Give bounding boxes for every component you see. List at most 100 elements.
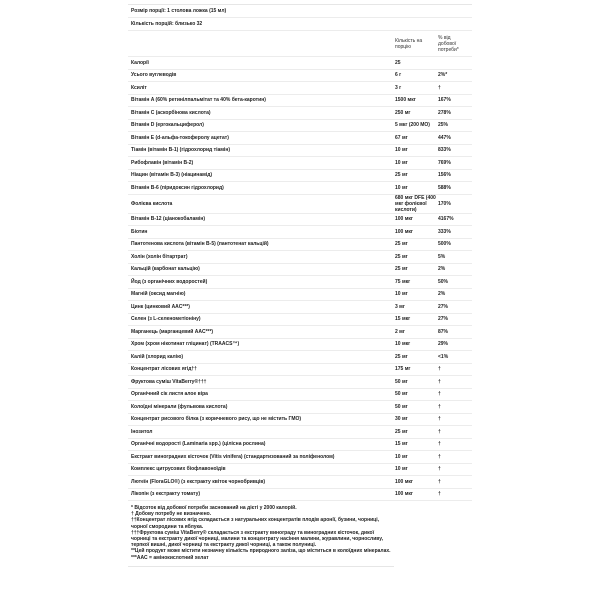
nutrient-name: Вітамін C (аскорбінова кислота) xyxy=(131,109,211,116)
amount-per-serving: 1500 мкг xyxy=(395,97,416,104)
amount-per-serving: 10 мг xyxy=(395,291,408,298)
daily-value: † xyxy=(438,428,441,435)
daily-value: 87% xyxy=(438,328,449,335)
nutrient-name: Лікопін (з екстракту томату) xyxy=(131,491,201,498)
table-row: Вітамін C (аскорбінова кислота) 250 мг 278… xyxy=(128,107,472,120)
table-row: Фолієва кислота 680 мкг DFE (400 мкг фолі… xyxy=(128,195,472,214)
nutrient-name: Вітамін B-12 (ціанокобаламін) xyxy=(131,216,206,223)
amount-per-serving: 100 мкг xyxy=(395,228,414,235)
amount-per-serving: 5 мкг (200 МО) xyxy=(395,122,430,129)
table-row: Марганець (марганцевий AAC***) 2 мг 87% xyxy=(128,326,472,339)
table-row: Рибофлавін (вітамін B-2) 10 мг 769% xyxy=(128,157,472,170)
daily-value: † xyxy=(438,478,441,485)
daily-value: 25% xyxy=(438,122,449,129)
daily-value: † xyxy=(438,466,441,473)
nutrient-name: Усього вуглеводів xyxy=(131,72,177,79)
nutrient-name: Фолієва кислота xyxy=(131,200,173,207)
nutrient-name: Вітамін D (ергокальциферол) xyxy=(131,122,204,129)
table-row: Вітамін B-6 (піридоксин гідрохлорид) 10 м… xyxy=(128,182,472,195)
nutrient-name: Вітамін A (60% ретинілпальмітат та 40% б… xyxy=(131,97,266,104)
daily-value: 156% xyxy=(438,172,451,179)
daily-value: † xyxy=(438,84,441,91)
amount-per-serving: 3 мг xyxy=(395,303,405,310)
nutrient-name: Холін (холін бітартрат) xyxy=(131,253,188,260)
nutrient-name: Концентрат рисового білка (з коричневого… xyxy=(131,416,302,423)
nutrient-name: Селен (з L-селенометіоніну) xyxy=(131,316,201,323)
nutrient-name: Цинк (цинковий AAC***) xyxy=(131,303,190,310)
footnotes: * Відсоток від добової потреби засновани… xyxy=(128,501,394,567)
nutrient-name: Комплекс цитрусових біофлавоноїдів xyxy=(131,466,226,473)
table-row: Колоїдні мінерали (фульвова кислота) 50 м… xyxy=(128,401,472,414)
table-row: Фруктова суміш VitaBerry®††† 50 мг † xyxy=(128,376,472,389)
daily-value: 50% xyxy=(438,278,449,285)
table-row: Цинк (цинковий AAC***) 3 мг 27% xyxy=(128,301,472,314)
amount-per-serving: 25 мг xyxy=(395,172,408,179)
table-row: Магній (оксид магнію) 10 мг 2% xyxy=(128,289,472,301)
table-row: Усього вуглеводів 6 г 2%* xyxy=(128,70,472,82)
nutrient-name: Калій (хлорид калію) xyxy=(131,353,184,360)
nutrient-name: Органічні водорості (Laminaria spp.) (ці… xyxy=(131,441,266,448)
amount-per-serving: 100 мкг xyxy=(395,491,414,498)
table-row: Калорії 25 xyxy=(128,57,472,70)
amount-per-serving: 10 мг xyxy=(395,184,408,191)
table-row: Інозитол 25 мг † xyxy=(128,426,472,439)
daily-value: † xyxy=(438,416,441,423)
amount-per-serving: 10 мг xyxy=(395,159,408,166)
amount-per-serving: 10 мг xyxy=(395,453,408,460)
nutrient-name: Колоїдні мінерали (фульвова кислота) xyxy=(131,403,228,410)
amount-per-serving: 3 г xyxy=(395,84,402,91)
serving-size-text: Розмір порції: 1 столова ложка (15 мл) xyxy=(131,8,227,14)
nutrient-name: Магній (оксид магнію) xyxy=(131,291,186,298)
table-header: Кількість на порцію % від добової потреб… xyxy=(128,31,472,57)
amount-per-serving: 6 г xyxy=(395,72,402,79)
daily-value: 2%* xyxy=(438,72,448,79)
nutrient-name: Марганець (марганцевий AAC***) xyxy=(131,328,214,335)
amount-per-serving: 30 мг xyxy=(395,416,408,423)
table-row: Калій (хлорид калію) 25 мг <1% xyxy=(128,351,472,364)
nutrient-name: Кальцій (карбонат кальцію) xyxy=(131,266,200,273)
nutrient-name: Фруктова суміш VitaBerry®††† xyxy=(131,378,207,385)
table-row: Концентрат рисового білка (з коричневого… xyxy=(128,414,472,426)
amount-per-serving: 67 мг xyxy=(395,134,408,141)
amount-per-serving: 15 мкг xyxy=(395,316,411,323)
amount-per-serving: 25 xyxy=(395,59,401,66)
table-row: Тіамін (вітамін B-1) (гідрохлорид тіамін… xyxy=(128,145,472,157)
nutrient-name: Інозитол xyxy=(131,428,153,435)
footnote: ††Концентрат лісових ягід складається з … xyxy=(131,517,380,530)
amount-per-serving: 100 мкг xyxy=(395,216,414,223)
amount-header: Кількість на порцію xyxy=(395,37,423,50)
daily-value: † xyxy=(438,453,441,460)
table-row: Біотин 100 мкг 333% xyxy=(128,226,472,239)
supplement-facts-table: Розмір порції: 1 столова ложка (15 мл) К… xyxy=(128,4,472,567)
dv-header: % від добової потреби* xyxy=(438,34,459,53)
daily-value: † xyxy=(438,491,441,498)
amount-per-serving: 25 мг xyxy=(395,241,408,248)
amount-per-serving: 25 мг xyxy=(395,266,408,273)
nutrient-name: Екстракт виноградних кісточок (Vitis vin… xyxy=(131,453,335,460)
daily-value: 769% xyxy=(438,159,451,166)
table-row: Ніацин (вітамін B-3) (ніацинамід) 25 мг 15… xyxy=(128,170,472,182)
daily-value: 4167% xyxy=(438,216,454,223)
daily-value: 333% xyxy=(438,228,451,235)
table-row: Лікопін (з екстракту томату) 100 мкг † xyxy=(128,489,472,501)
daily-value: 29% xyxy=(438,341,449,348)
daily-value: † xyxy=(438,391,441,398)
daily-value: 2% xyxy=(438,266,446,273)
footnote: **Цей продукт може містити незначну кіль… xyxy=(131,548,391,555)
table-row: Йод (з органічних водоростей) 75 мкг 50% xyxy=(128,276,472,289)
amount-per-serving: 10 мкг xyxy=(395,341,411,348)
amount-per-serving: 680 мкг DFE (400 мкг фолієвої кислоти) xyxy=(395,194,436,213)
nutrient-name: Органічний сік листя алое віра xyxy=(131,391,208,398)
table-row: Кальцій (карбонат кальцію) 25 мг 2% xyxy=(128,264,472,276)
daily-value: 833% xyxy=(438,147,451,154)
nutrient-name: Лютеїн (FloraGLO®) (з екстракту квіток ч… xyxy=(131,478,266,485)
table-row: Холін (холін бітартрат) 25 мг 5% xyxy=(128,251,472,264)
nutrient-name: Хром (хром нікотинат гліцинат) (TRAACS™) xyxy=(131,341,240,348)
table-row: Пантотенова кислота (вітамін B-5) (панто… xyxy=(128,239,472,251)
table-row: Органічні водорості (Laminaria spp.) (ці… xyxy=(128,439,472,451)
table-row: Вітамін A (60% ретинілпальмітат та 40% б… xyxy=(128,95,472,107)
table-row: Органічний сік листя алое віра 50 мг † xyxy=(128,389,472,401)
footnote: † Добову потребу не визначено. xyxy=(131,511,212,518)
nutrient-name: Тіамін (вітамін B-1) (гідрохлорид тіамін… xyxy=(131,147,231,154)
amount-per-serving: 175 мг xyxy=(395,366,411,373)
